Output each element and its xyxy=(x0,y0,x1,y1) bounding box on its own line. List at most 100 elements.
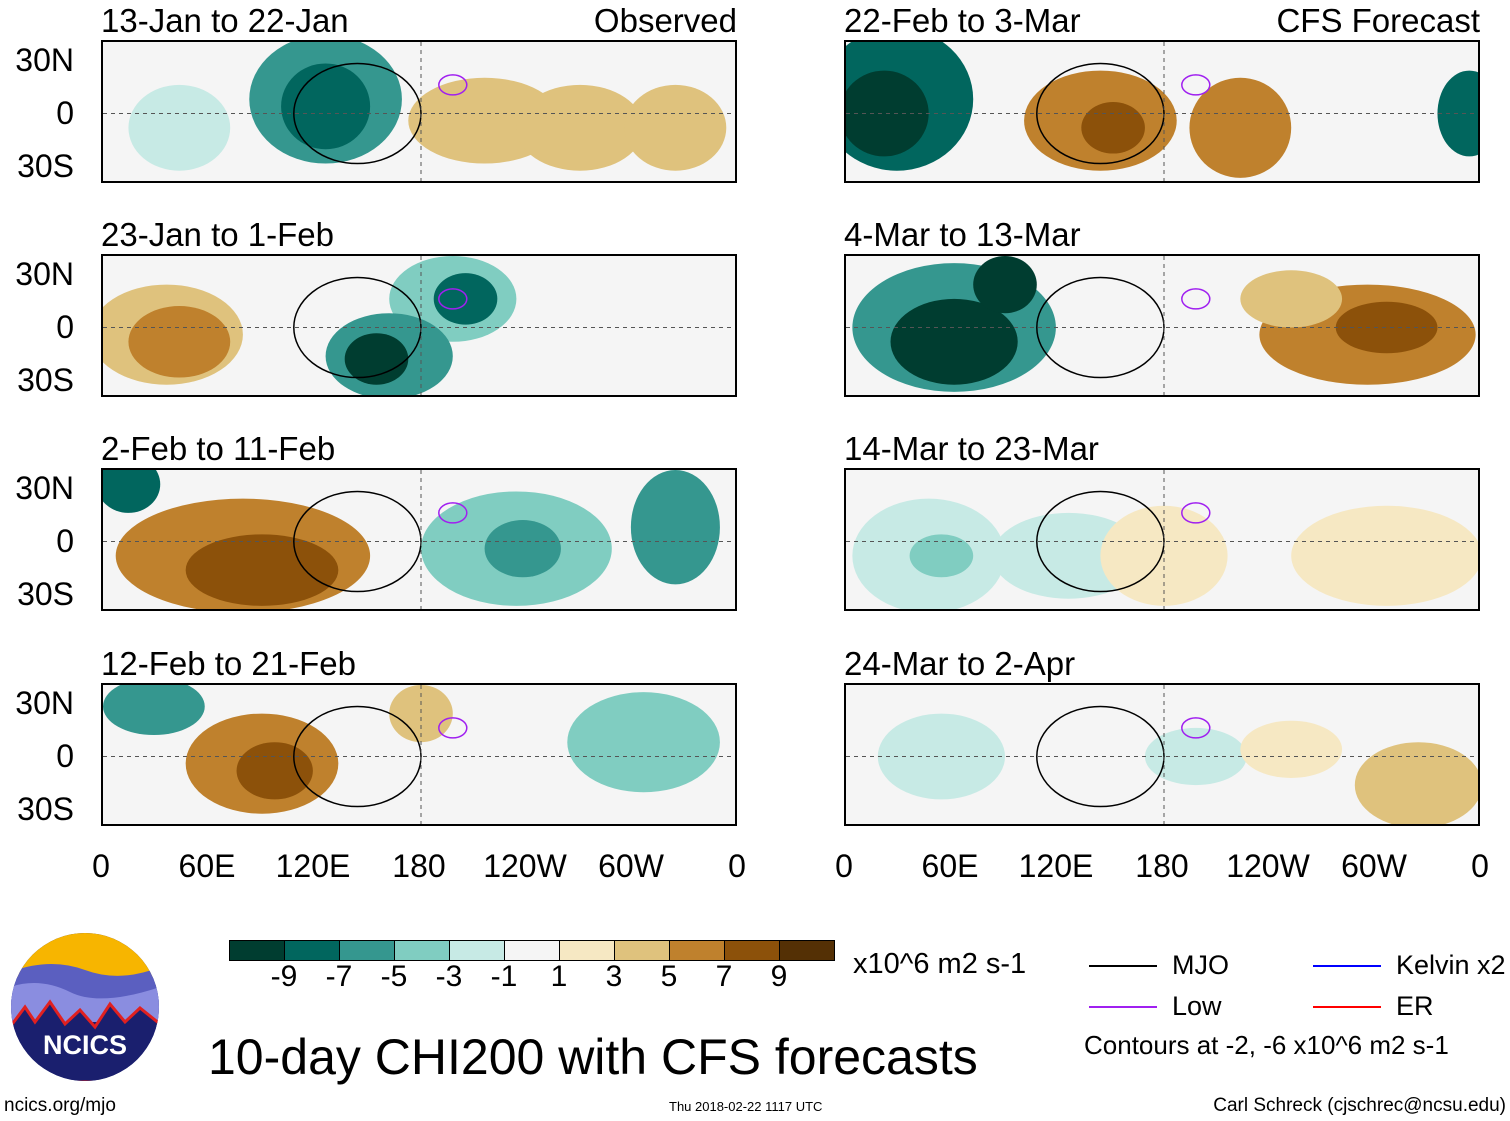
anomaly-blob xyxy=(1354,742,1478,824)
anomaly-blob xyxy=(103,470,161,513)
anomaly-blob xyxy=(389,685,453,743)
low-contour xyxy=(438,717,468,739)
lon-label: 180 xyxy=(1135,848,1189,884)
lon-label: 120E xyxy=(1018,848,1094,884)
lon-label: 0 xyxy=(92,848,110,884)
anomaly-blob xyxy=(1100,505,1228,606)
svg-text:NCICS: NCICS xyxy=(43,1030,127,1060)
legend-line xyxy=(1089,1006,1157,1008)
anomaly-blob xyxy=(185,534,339,606)
colorbar-swatch xyxy=(504,940,560,961)
lat-label: 30S xyxy=(17,148,74,184)
anomaly-blob xyxy=(516,84,644,171)
panel-title: 13-Jan to 22-Jan xyxy=(101,2,349,39)
anomaly-blob xyxy=(103,685,205,736)
lon-label: 0 xyxy=(835,848,853,884)
colorbar-label: 3 xyxy=(605,960,623,993)
lat-label: 30N xyxy=(15,42,74,78)
anomaly-map xyxy=(844,40,1480,183)
low-contour xyxy=(1181,74,1211,96)
panel-title: 22-Feb to 3-Mar xyxy=(844,2,1081,39)
anomaly-map xyxy=(101,254,737,397)
mjo-contour xyxy=(1036,62,1165,165)
anomaly-map xyxy=(101,40,737,183)
anomaly-map xyxy=(844,254,1480,397)
lon-label: 0 xyxy=(728,848,746,884)
lat-label: 30S xyxy=(17,362,74,398)
panel-title: 4-Mar to 13-Mar xyxy=(844,216,1081,253)
colorbar-label: -7 xyxy=(325,960,353,993)
anomaly-blob xyxy=(344,333,409,385)
mjo-contour xyxy=(1036,705,1165,808)
anomaly-map xyxy=(844,468,1480,611)
main-title: 10-day CHI200 with CFS forecasts xyxy=(208,1029,978,1085)
colorbar-swatch xyxy=(339,940,395,961)
colorbar-swatch xyxy=(779,940,835,961)
colorbar-swatch xyxy=(559,940,615,961)
contours-note: Contours at -2, -6 x10^6 m2 s-1 xyxy=(1084,1030,1449,1060)
legend-line xyxy=(1089,965,1157,967)
footer-url[interactable]: ncics.org/mjo xyxy=(4,1095,116,1116)
lat-label: 30N xyxy=(15,470,74,506)
panel-tag: Observed xyxy=(593,2,737,39)
lat-label: 0 xyxy=(56,523,74,559)
anomaly-blob xyxy=(1240,720,1343,778)
mjo-contour xyxy=(1036,276,1165,379)
anomaly-blob xyxy=(281,63,371,150)
panel-tag: CFS Forecast xyxy=(1276,2,1480,39)
lat-label: 30N xyxy=(15,256,74,292)
panel-title: 23-Jan to 1-Feb xyxy=(101,216,334,253)
colorbar-label: 7 xyxy=(715,960,733,993)
legend-label: Low xyxy=(1172,991,1222,1021)
colorbar-label: 9 xyxy=(770,960,788,993)
anomaly-blob xyxy=(1240,270,1343,328)
footer-author: Carl Schreck (cjschrec@ncsu.edu) xyxy=(1213,1095,1506,1116)
panel-title: 14-Mar to 23-Mar xyxy=(844,430,1099,467)
anomaly-map xyxy=(101,468,737,611)
colorbar-label: -3 xyxy=(435,960,463,993)
colorbar-swatch xyxy=(724,940,780,961)
low-contour xyxy=(1181,502,1211,524)
anomaly-blob xyxy=(236,742,313,800)
low-contour xyxy=(438,288,468,310)
anomaly-blob xyxy=(433,273,498,325)
mjo-contour xyxy=(293,705,422,808)
mjo-contour xyxy=(293,490,422,593)
lat-label: 0 xyxy=(56,309,74,345)
lon-label: 60E xyxy=(921,848,979,884)
lat-label: 30S xyxy=(17,791,74,827)
low-contour xyxy=(1181,717,1211,739)
anomaly-blob xyxy=(1291,505,1478,606)
anomaly-blob xyxy=(1335,301,1438,354)
colorbar-swatch xyxy=(614,940,670,961)
anomaly-blob xyxy=(973,256,1037,314)
legend-label: MJO xyxy=(1172,950,1229,980)
lon-label: 60E xyxy=(178,848,236,884)
anomaly-map xyxy=(101,683,737,826)
lon-label: 60W xyxy=(598,848,664,884)
panel-title: 2-Feb to 11-Feb xyxy=(101,430,336,467)
anomaly-blob xyxy=(128,306,231,378)
colorbar-swatch xyxy=(449,940,505,961)
anomaly-blob xyxy=(909,534,974,578)
colorbar-swatch xyxy=(394,940,450,961)
low-contour xyxy=(438,502,468,524)
anomaly-blob xyxy=(1081,102,1145,154)
panel-title: 12-Feb to 21-Feb xyxy=(101,645,356,682)
lon-label: 180 xyxy=(392,848,446,884)
lon-label: 60W xyxy=(1341,848,1407,884)
anomaly-blob xyxy=(624,84,727,171)
mjo-contour xyxy=(293,276,422,379)
colorbar-label: 5 xyxy=(660,960,678,993)
legend-label: Kelvin x2 xyxy=(1396,950,1506,980)
anomaly-blob xyxy=(1189,77,1292,178)
colorbar-label: -1 xyxy=(490,960,518,993)
low-contour xyxy=(1181,288,1211,310)
legend-label: ER xyxy=(1396,991,1434,1021)
anomaly-blob xyxy=(1144,727,1247,786)
lon-label: 120E xyxy=(275,848,351,884)
mjo-contour xyxy=(1036,490,1165,593)
colorbar-label: -9 xyxy=(270,960,298,993)
colorbar-swatch xyxy=(229,940,285,961)
lat-label: 30N xyxy=(15,685,74,721)
